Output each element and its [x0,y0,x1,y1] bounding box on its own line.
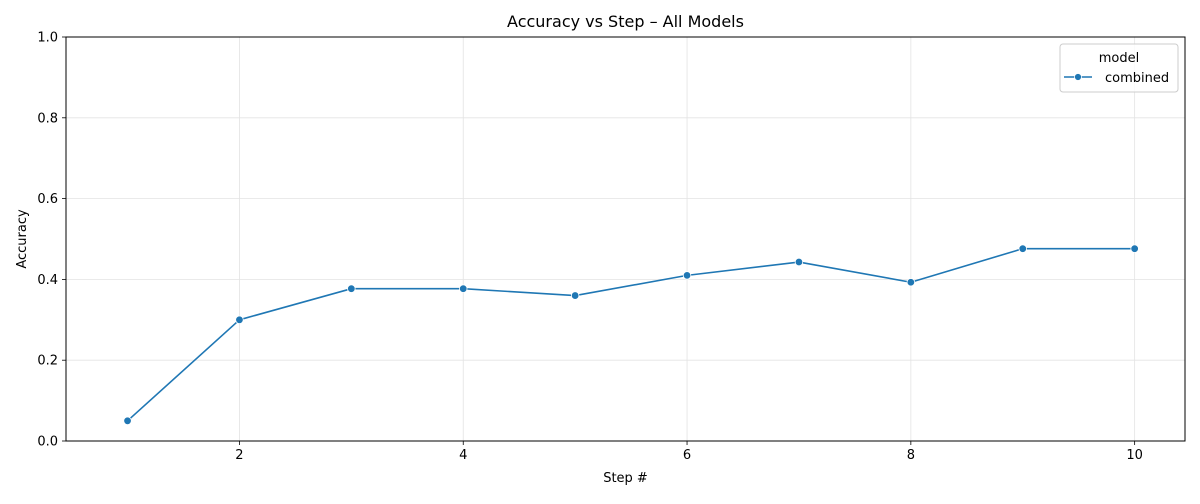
data-point [347,284,356,293]
y-tick-label: 0.0 [37,435,58,450]
data-point [682,271,692,280]
data-point [459,284,468,293]
y-axis-label: Accuracy [15,209,30,269]
data-point [1018,244,1027,253]
legend-title: model [1099,51,1139,66]
x-tick-label: 10 [1126,448,1143,463]
chart-title: Accuracy vs Step – All Models [507,12,744,31]
data-point [794,257,804,267]
data-point [1130,244,1139,253]
grid-lines [66,36,1185,442]
data-point [906,278,916,287]
series-layer [123,244,1139,425]
data-point [123,416,132,425]
x-tick-label: 8 [907,448,915,463]
legend-series-label: combined [1105,71,1169,86]
series-line [127,247,1135,422]
plot-frame [65,36,1186,442]
x-tick-label: 6 [683,448,691,463]
legend-series-marker [1074,73,1082,81]
axis-ticks: 2 4 6 8 10 0.0 0.2 0.4 0.6 0.8 1.0 [37,31,1143,464]
legend: model combined [1059,43,1179,93]
x-tick-label: 4 [459,448,467,463]
y-tick-label: 0.8 [37,111,58,126]
y-tick-label: 1.0 [37,31,58,46]
data-point [235,315,244,324]
x-tick-label: 2 [235,448,243,463]
x-axis-label: Step # [603,471,648,486]
y-tick-label: 0.4 [37,273,58,288]
y-tick-label: 0.2 [37,354,58,369]
data-point [570,291,580,300]
legend-box [1059,43,1179,93]
y-tick-label: 0.6 [37,192,58,207]
